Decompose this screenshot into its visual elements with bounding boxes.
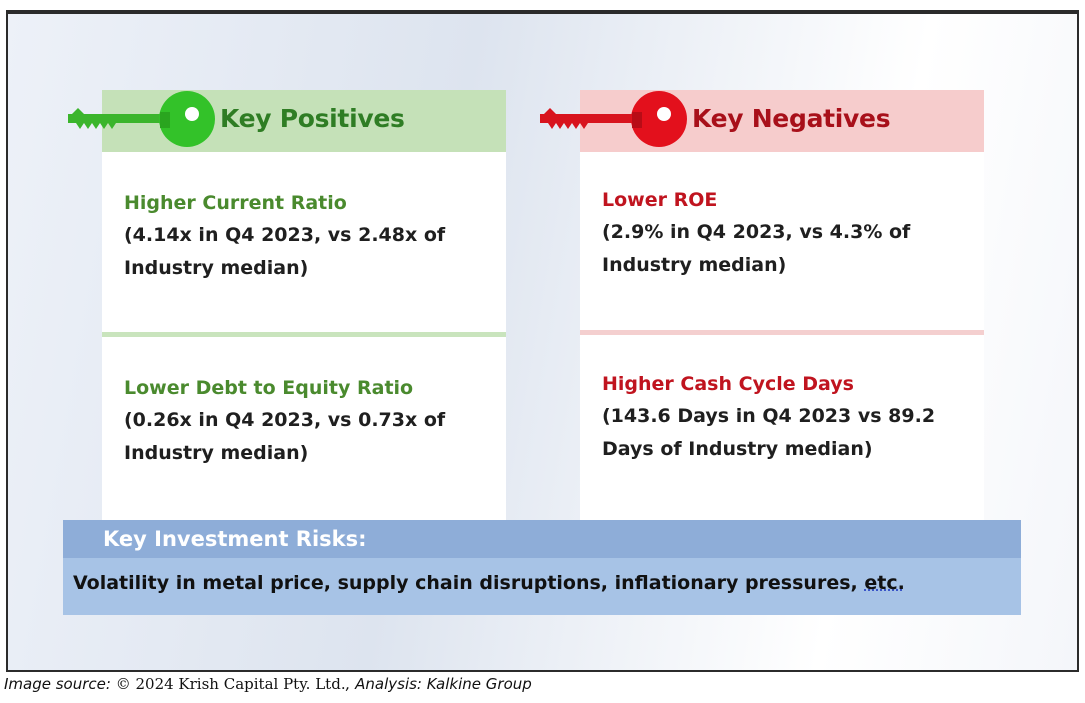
infographic-frame: Key Positives Higher Current Ratio (4.14… — [6, 10, 1079, 672]
risks-text-etc: etc. — [864, 572, 905, 594]
red-key-icon — [540, 91, 687, 147]
key-negatives-panel: Key Negatives Lower ROE (2.9% in Q4 2023… — [580, 90, 984, 520]
image-caption: Image source: © 2024 Krish Capital Pty. … — [4, 675, 532, 693]
negative-2-title: Higher Cash Cycle Days — [602, 373, 854, 395]
negative-card-2: Higher Cash Cycle Days (143.6 Days in Q4… — [580, 335, 984, 520]
positive-1-detail: (4.14x in Q4 2023, vs 2.48x of Industry … — [124, 224, 446, 279]
key-investment-risks-box: Key Investment Risks: Volatility in meta… — [63, 520, 1021, 615]
caption-prefix: Image source: — [4, 675, 116, 693]
negative-1-title: Lower ROE — [602, 189, 718, 211]
positive-1-title: Higher Current Ratio — [124, 192, 347, 214]
green-key-icon — [68, 91, 215, 147]
caption-source: © 2024 Krish Capital Pty. Ltd. — [115, 675, 346, 693]
negative-1-detail: (2.9% in Q4 2023, vs 4.3% of Industry me… — [602, 221, 911, 276]
key-positives-panel: Key Positives Higher Current Ratio (4.14… — [102, 90, 506, 522]
positive-2-title: Lower Debt to Equity Ratio — [124, 377, 414, 399]
positive-card-2: Lower Debt to Equity Ratio (0.26x in Q4 … — [102, 337, 506, 522]
positive-separator — [102, 332, 506, 337]
positive-2-detail: (0.26x in Q4 2023, vs 0.73x of Industry … — [124, 409, 446, 464]
negative-separator — [580, 330, 984, 335]
negative-card-1: Lower ROE (2.9% in Q4 2023, vs 4.3% of I… — [580, 152, 984, 330]
risks-text-main: Volatility in metal price, supply chain … — [73, 572, 865, 594]
key-investment-risks-title: Key Investment Risks: — [103, 527, 367, 551]
key-investment-risks-header — [63, 520, 1021, 558]
key-positives-title: Key Positives — [220, 104, 405, 133]
caption-analysis: , Analysis: Kalkine Group — [345, 675, 532, 693]
key-investment-risks-text: Volatility in metal price, supply chain … — [73, 572, 905, 594]
negative-2-detail: (143.6 Days in Q4 2023 vs 89.2 Days of I… — [602, 405, 936, 460]
positive-card-1: Higher Current Ratio (4.14x in Q4 2023, … — [102, 152, 506, 332]
key-negatives-title: Key Negatives — [692, 104, 891, 133]
